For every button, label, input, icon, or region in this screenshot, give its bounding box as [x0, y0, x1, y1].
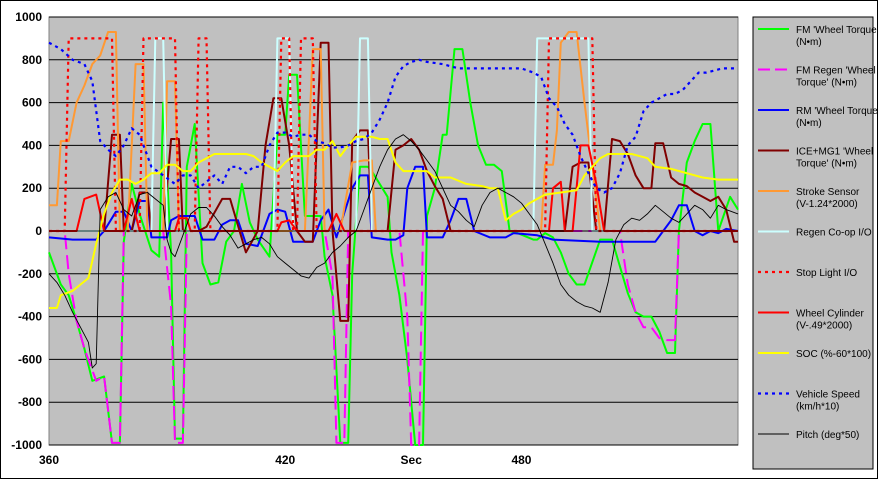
- y-tick-label: -800: [18, 395, 42, 409]
- y-tick-label: 600: [22, 96, 42, 110]
- legend-label-9: SOC (%-60*100): [796, 349, 871, 360]
- x-axis-title: Sec: [401, 453, 423, 467]
- legend-label-10: Vehicle Speed (km/h*10): [796, 390, 860, 413]
- legend-label-7: Stop Light I/O: [796, 268, 857, 279]
- x-tick-label: 480: [511, 453, 531, 467]
- y-tick-label: -200: [18, 267, 42, 281]
- y-tick-label: -400: [18, 310, 42, 324]
- series-line-10: [48, 41, 738, 194]
- legend-label-4: ICE+MG1 'Wheel Torque' (N•m): [796, 147, 873, 170]
- legend-label-6: Regen Co-op I/O: [796, 228, 872, 239]
- series-line-3: [48, 165, 739, 247]
- y-tick-label: -600: [18, 352, 42, 366]
- legend-label-11: Pitch (deg*50): [796, 430, 859, 441]
- legend-label-8: Wheel Cylinder (V-.49*2000): [796, 309, 864, 332]
- x-tick-label: 360: [39, 453, 59, 467]
- y-tick-label: 0: [35, 224, 42, 238]
- y-tick-label: -1000: [11, 438, 42, 452]
- legend-label-1: FM 'Wheel Torque' (N•m): [796, 25, 877, 48]
- series-line-11: [48, 134, 739, 369]
- legend-label-3: RM 'Wheel Torque' (N•m): [796, 106, 877, 129]
- series-line-2: [49, 230, 738, 446]
- x-tick-label: 420: [275, 453, 295, 467]
- legend-label-2: FM Regen 'Wheel Torque' (N•m): [796, 66, 876, 89]
- legend-label-5: Stroke Sensor (V-1.24*2000): [796, 187, 860, 210]
- y-tick-label: 1000: [15, 10, 42, 24]
- y-tick-label: 800: [22, 53, 42, 67]
- y-tick-label: 400: [22, 138, 42, 152]
- y-tick-label: 200: [22, 181, 42, 195]
- series-line-9: [49, 135, 738, 309]
